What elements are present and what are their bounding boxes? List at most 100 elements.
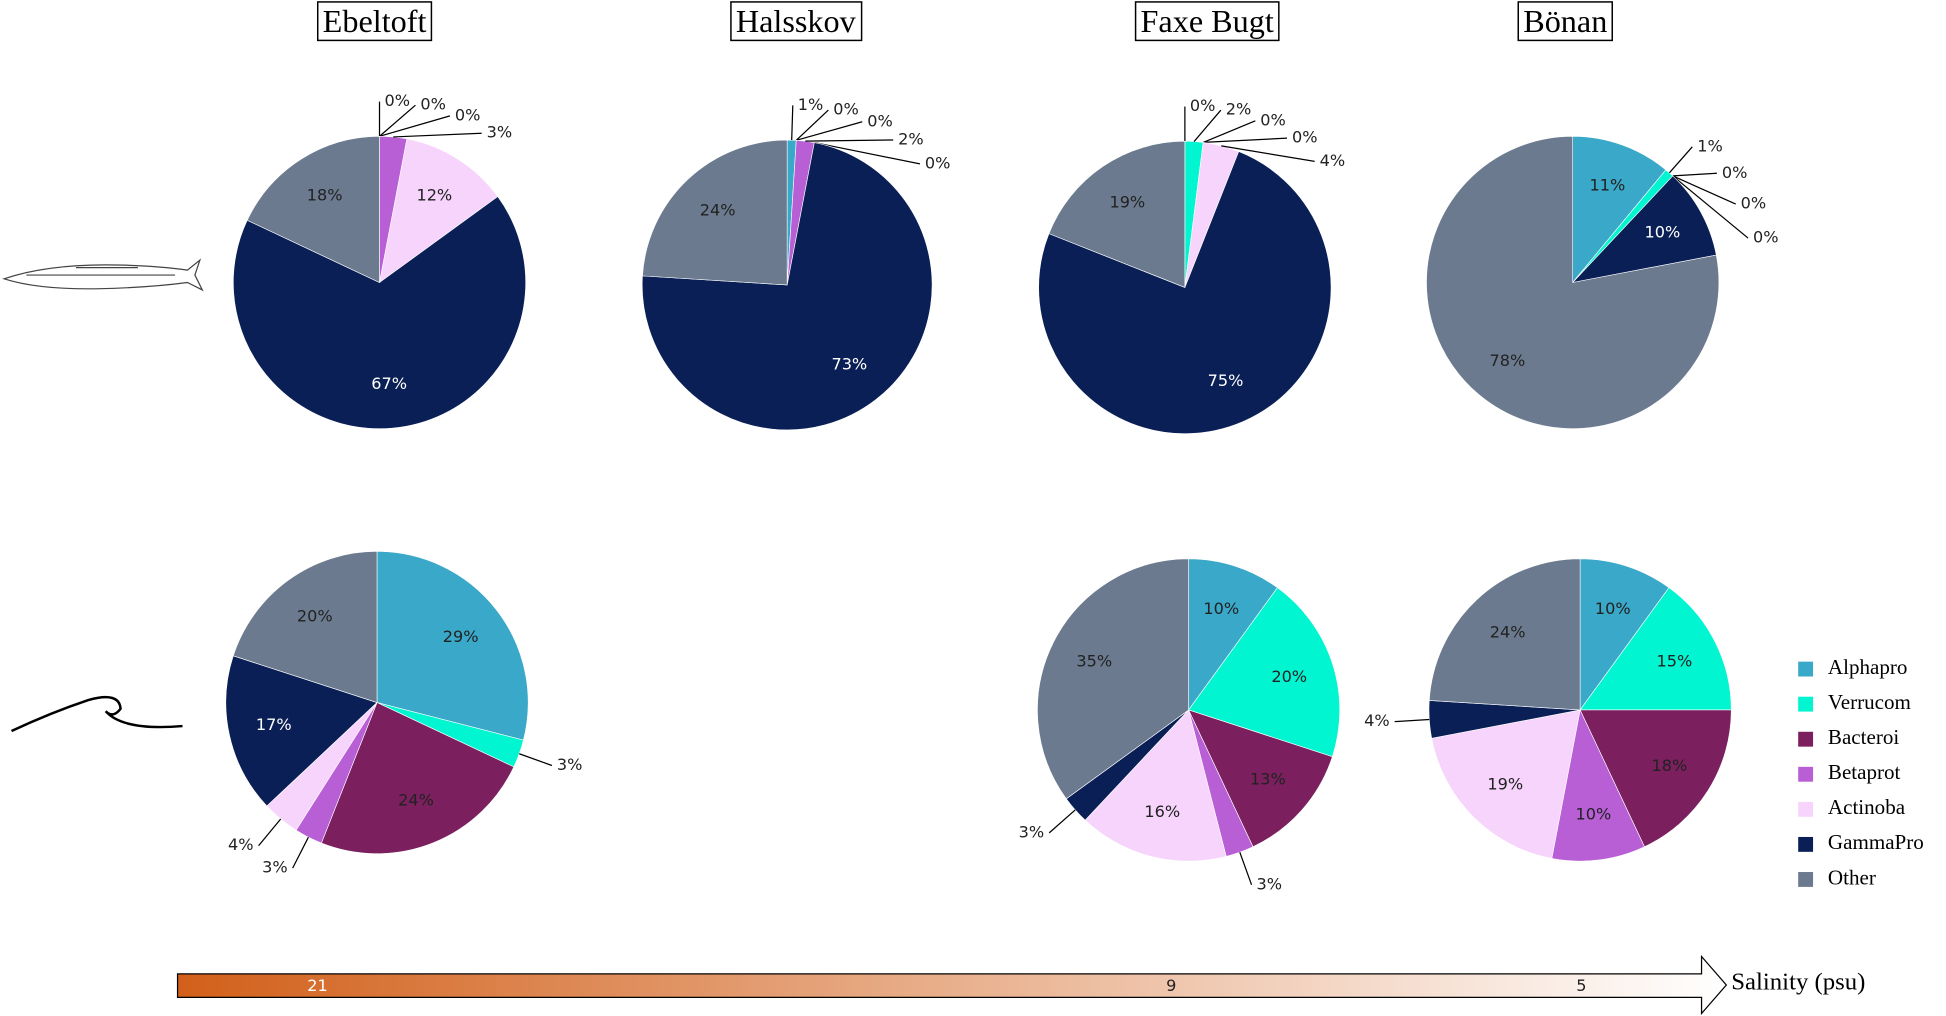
pie-slice <box>1572 135 1667 284</box>
slice-label: 1% <box>1697 136 1723 155</box>
slice-label: 24% <box>700 201 736 220</box>
salinity-bar <box>176 954 1728 1016</box>
slice-label: 3% <box>262 858 288 877</box>
site-title: Halsskov <box>736 3 857 39</box>
pie-slice <box>1188 558 1278 711</box>
pie-slice <box>232 551 378 703</box>
slice-label: 0% <box>1722 163 1748 182</box>
leader-line <box>1394 718 1430 723</box>
legend-label: Other <box>1828 865 1876 889</box>
slice-label: 0% <box>1292 128 1318 147</box>
salinity-tick: 9 <box>1166 976 1176 995</box>
pie-slice <box>376 551 529 741</box>
slice-label: 10% <box>1644 223 1680 242</box>
slice-label: 18% <box>307 186 343 205</box>
slice-label: 13% <box>1250 769 1286 788</box>
salinity-label: Salinity (psu) <box>1731 968 1865 995</box>
pie-slice <box>1037 558 1189 800</box>
leader-line <box>1672 175 1749 239</box>
water-icon <box>10 695 183 733</box>
pie-slice <box>1426 135 1720 430</box>
slice-label: 16% <box>1144 802 1180 821</box>
slice-label: 0% <box>384 91 410 110</box>
slice-label: 35% <box>1076 651 1112 670</box>
slice-label: 10% <box>1575 804 1611 823</box>
slice-label: 19% <box>1109 192 1145 211</box>
pie-slice <box>1188 587 1341 758</box>
leader-line <box>258 818 282 847</box>
fish-icon <box>2 258 204 292</box>
pie-slice <box>379 138 499 284</box>
slice-label: 0% <box>455 105 481 124</box>
slice-label: 78% <box>1490 351 1526 370</box>
legend-label: Actinoba <box>1828 795 1906 819</box>
slice-label: 3% <box>557 755 583 774</box>
slice-label: 4% <box>1320 151 1346 170</box>
slice-label: 24% <box>398 790 434 809</box>
slice-label: 18% <box>1652 756 1688 775</box>
pie-slice <box>225 655 378 807</box>
slice-label: 12% <box>416 186 452 205</box>
slice-label: 3% <box>1019 822 1045 841</box>
slice-label: 10% <box>1595 599 1631 618</box>
leader-line <box>379 115 451 137</box>
pie-slice <box>642 139 788 286</box>
slice-label: 10% <box>1203 599 1239 618</box>
pie-slice <box>1571 175 1717 283</box>
pie-slice <box>233 196 527 429</box>
slice-label: 4% <box>1364 711 1390 730</box>
pie-slice <box>641 142 933 431</box>
title-box <box>316 1 433 42</box>
salinity-tick: 5 <box>1576 976 1586 995</box>
pie-slice <box>1188 709 1333 848</box>
slice-label: 0% <box>833 100 859 119</box>
legend-label: GammaPro <box>1828 830 1924 854</box>
salinity-tick: 21 <box>307 976 327 995</box>
leader-line <box>1048 809 1076 834</box>
slice-label: 0% <box>1753 228 1779 247</box>
leader-line <box>1672 175 1736 205</box>
pie-slice <box>1428 558 1581 711</box>
slice-label: 11% <box>1589 176 1625 195</box>
slice-label: 0% <box>1190 96 1216 115</box>
site-title: Ebeltoft <box>323 3 427 39</box>
site-title: Faxe Bugt <box>1141 3 1274 39</box>
legend-label: Bacteroi <box>1828 725 1899 749</box>
pie-slice <box>1579 587 1732 711</box>
leader-line <box>1221 145 1315 163</box>
pie-slice <box>320 702 515 854</box>
slice-label: 0% <box>867 111 893 130</box>
slice-label: 29% <box>443 627 479 646</box>
slice-label: 20% <box>297 606 333 625</box>
legend-label: Verrucom <box>1828 690 1912 714</box>
title-box <box>1134 1 1280 42</box>
leader-line <box>1668 146 1693 174</box>
legend-swatch <box>1798 801 1814 817</box>
legend-swatch <box>1798 766 1814 782</box>
leader-line <box>791 105 794 141</box>
pie-slice <box>1579 709 1732 848</box>
leader-line <box>1193 109 1222 142</box>
slice-label: 3% <box>1257 874 1283 893</box>
legend-swatch <box>1798 696 1814 712</box>
title-box <box>1517 1 1613 42</box>
pie-slice <box>1084 709 1227 862</box>
pie-slice <box>1038 151 1332 434</box>
slice-label: 2% <box>898 129 924 148</box>
slice-label: 0% <box>1741 194 1767 213</box>
title-box <box>730 1 863 42</box>
pie-slice <box>1551 708 1645 862</box>
legend-swatch <box>1798 731 1814 747</box>
slice-label: 15% <box>1657 651 1693 670</box>
slice-label: 2% <box>1226 100 1252 119</box>
site-title: Bönan <box>1523 3 1607 39</box>
leader-line <box>1202 120 1256 143</box>
slice-label: 24% <box>1490 622 1526 641</box>
leader-line <box>814 141 921 165</box>
slice-label: 67% <box>371 374 407 393</box>
slice-label: 0% <box>925 153 951 172</box>
leader-line <box>1239 851 1253 886</box>
slice-label: 75% <box>1208 371 1244 390</box>
leader-line <box>393 132 482 138</box>
